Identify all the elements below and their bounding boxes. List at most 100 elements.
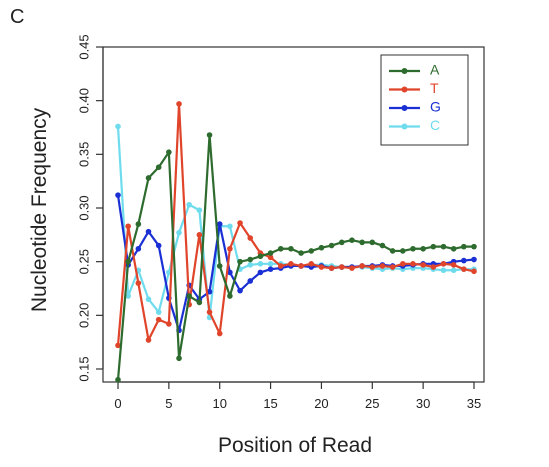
data-point-a bbox=[471, 243, 477, 250]
data-point-c bbox=[450, 267, 457, 274]
data-point-a bbox=[206, 132, 213, 138]
data-point-g bbox=[145, 228, 152, 235]
data-point-a bbox=[257, 253, 264, 260]
data-point-a bbox=[155, 164, 162, 171]
series-layer bbox=[115, 101, 477, 383]
data-point-t bbox=[308, 261, 315, 267]
data-point-t bbox=[471, 268, 477, 275]
data-point-a bbox=[328, 242, 335, 249]
data-point-c bbox=[186, 201, 192, 208]
data-point-a bbox=[379, 242, 386, 249]
data-point-t bbox=[318, 264, 325, 270]
data-point-t bbox=[227, 245, 233, 252]
legend-box bbox=[380, 54, 469, 146]
data-point-a bbox=[135, 221, 142, 227]
data-point-t bbox=[450, 262, 457, 268]
data-point-g bbox=[471, 256, 477, 263]
data-point-t bbox=[379, 263, 386, 269]
series-a bbox=[115, 132, 477, 383]
panel-label: C bbox=[10, 6, 25, 28]
data-point-a bbox=[115, 376, 121, 383]
x-axis-label: Position of Read bbox=[217, 434, 373, 457]
data-point-g bbox=[216, 221, 223, 227]
x-tick-label: 30 bbox=[416, 396, 430, 411]
data-point-c bbox=[257, 261, 264, 267]
y-tick-label: 0.20 bbox=[76, 303, 91, 328]
data-point-g bbox=[237, 287, 243, 294]
legend-label-t: T bbox=[430, 80, 439, 96]
data-point-a bbox=[186, 293, 192, 299]
data-point-t bbox=[135, 280, 142, 286]
legend-marker-a bbox=[401, 68, 408, 74]
data-point-g bbox=[135, 245, 142, 252]
data-point-c bbox=[227, 223, 233, 230]
data-point-t bbox=[400, 261, 406, 267]
data-point-a bbox=[247, 256, 254, 263]
data-point-t bbox=[288, 261, 294, 267]
x-tick-label: 15 bbox=[263, 396, 277, 411]
legend-label-a: A bbox=[430, 62, 440, 78]
data-point-t bbox=[206, 309, 213, 315]
data-point-t bbox=[298, 263, 304, 269]
data-point-c bbox=[247, 262, 254, 268]
data-point-c bbox=[115, 123, 121, 130]
data-point-g bbox=[155, 242, 162, 249]
data-point-g bbox=[267, 266, 274, 272]
data-point-a bbox=[298, 250, 304, 256]
data-point-a bbox=[176, 355, 182, 362]
data-point-c bbox=[125, 293, 131, 299]
data-point-a bbox=[145, 175, 152, 181]
data-point-t bbox=[125, 223, 131, 230]
data-point-a bbox=[450, 245, 457, 252]
y-tick-label: 0.40 bbox=[76, 88, 91, 113]
data-point-a bbox=[196, 299, 203, 306]
data-point-g bbox=[115, 192, 121, 198]
data-point-a bbox=[277, 245, 284, 252]
data-point-t bbox=[430, 264, 437, 270]
data-point-t bbox=[461, 266, 467, 272]
data-point-a bbox=[338, 239, 345, 246]
x-tick-label: 25 bbox=[365, 396, 379, 411]
data-point-t bbox=[145, 337, 152, 343]
data-point-t bbox=[359, 263, 365, 269]
y-tick-label: 0.35 bbox=[76, 142, 91, 167]
x-tick-label: 0 bbox=[114, 396, 121, 411]
data-point-t bbox=[338, 264, 345, 270]
data-point-t bbox=[115, 342, 121, 349]
data-point-a bbox=[288, 245, 294, 252]
data-point-t bbox=[216, 330, 223, 337]
data-point-a bbox=[430, 243, 437, 250]
data-point-t bbox=[277, 263, 284, 269]
data-point-c bbox=[176, 229, 182, 236]
data-point-t bbox=[328, 265, 335, 271]
legend-marker-g bbox=[401, 105, 408, 111]
data-point-t bbox=[155, 316, 162, 323]
data-point-a bbox=[359, 239, 365, 246]
y-axis: 0.15 0.20 0.25 0.30 0.35 0.40 0.45 bbox=[76, 34, 104, 382]
data-point-c bbox=[196, 207, 203, 213]
legend-marker-c bbox=[401, 123, 408, 130]
data-point-a bbox=[349, 237, 355, 243]
data-point-t bbox=[410, 261, 416, 267]
data-point-a bbox=[237, 258, 243, 265]
legend-label-c: C bbox=[430, 117, 440, 133]
data-point-t bbox=[369, 264, 376, 270]
data-point-g bbox=[461, 257, 467, 264]
data-point-a bbox=[369, 239, 376, 246]
y-tick-label: 0.15 bbox=[76, 356, 91, 381]
x-tick-label: 35 bbox=[467, 396, 481, 411]
data-point-c bbox=[145, 296, 152, 303]
data-point-a bbox=[461, 243, 467, 250]
legend-label-g: G bbox=[430, 99, 441, 115]
data-point-g bbox=[247, 278, 254, 284]
data-point-t bbox=[247, 235, 254, 241]
data-point-t bbox=[420, 262, 426, 268]
data-point-a bbox=[410, 245, 416, 252]
data-point-a bbox=[420, 245, 426, 252]
data-point-a bbox=[318, 244, 325, 251]
x-axis: 0 5 10 15 20 25 30 35 bbox=[114, 381, 481, 411]
series-t bbox=[115, 101, 477, 349]
x-tick-label: 20 bbox=[314, 396, 328, 411]
data-point-t bbox=[176, 101, 182, 107]
